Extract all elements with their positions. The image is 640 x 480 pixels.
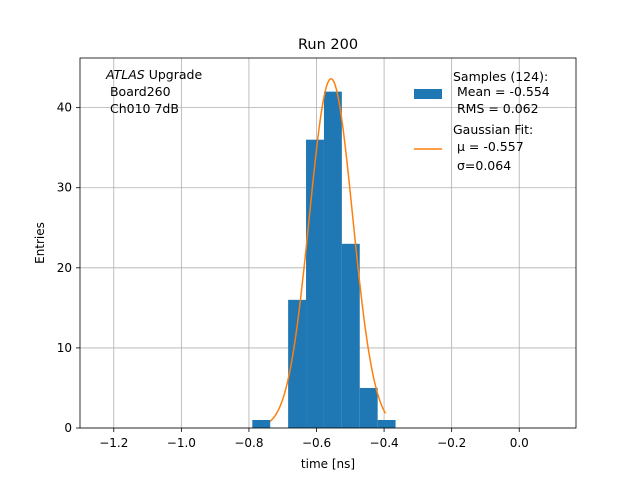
y-tick-label-1: 10: [57, 341, 72, 355]
plot-frame: [79, 57, 577, 429]
legend-fit-line-1: Gaussian Fit:: [453, 122, 533, 137]
x-tick-label-4: −0.4: [370, 436, 399, 450]
x-tick-label-1: −1.0: [167, 436, 196, 450]
legend-hist-line-2: Mean = -0.554: [453, 84, 550, 99]
legend: Samples (124): Mean = -0.554 RMS = 0.062…: [414, 69, 550, 173]
histogram-bar-5: [341, 243, 360, 428]
y-tick-label-4: 40: [57, 101, 72, 115]
histogram-bar-0: [252, 419, 271, 428]
histogram-bar-6: [359, 387, 378, 428]
annotation-upgrade: Upgrade: [145, 67, 203, 82]
histogram-bar-3: [306, 139, 324, 429]
annotation-atlas: ATLAS: [105, 67, 145, 82]
y-axis-ticks: 0 10 20 30 40: [57, 101, 80, 435]
x-tick-label-6: 0.0: [510, 436, 529, 450]
legend-hist-line-1: Samples (124):: [453, 69, 548, 84]
legend-fit-line-2: μ = -0.557: [453, 139, 524, 154]
annotation-board: Board260: [106, 84, 171, 99]
atlas-annotation: ATLAS Upgrade Board260 Ch010 7dB: [105, 67, 202, 116]
x-tick-label-5: −0.2: [437, 436, 466, 450]
annotation-channel: Ch010 7dB: [106, 101, 179, 116]
x-tick-label-3: −0.6: [302, 436, 331, 450]
legend-hist-swatch: [414, 89, 442, 99]
chart-title: Run 200: [298, 37, 358, 53]
histogram-bar-7: [377, 419, 396, 428]
histogram-bar-4: [323, 91, 342, 429]
svg-text:ATLAS Upgrade: ATLAS Upgrade: [105, 67, 202, 82]
y-axis-label: Entries: [33, 222, 47, 264]
legend-fit-line-3: σ=0.064: [453, 158, 511, 173]
x-axis-ticks: −1.2 −1.0 −0.8 −0.6 −0.4 −0.2 0.0: [99, 428, 529, 450]
y-tick-label-2: 20: [57, 261, 72, 275]
y-tick-label-0: 0: [64, 421, 72, 435]
x-tick-label-2: −0.8: [234, 436, 263, 450]
y-tick-label-3: 30: [57, 181, 72, 195]
histogram-bar-2: [288, 299, 307, 428]
legend-hist-line-3: RMS = 0.062: [453, 101, 539, 116]
x-tick-label-0: −1.2: [99, 436, 128, 450]
x-axis-label: time [ns]: [301, 457, 355, 471]
gaussian-fit-curve: [269, 78, 387, 422]
